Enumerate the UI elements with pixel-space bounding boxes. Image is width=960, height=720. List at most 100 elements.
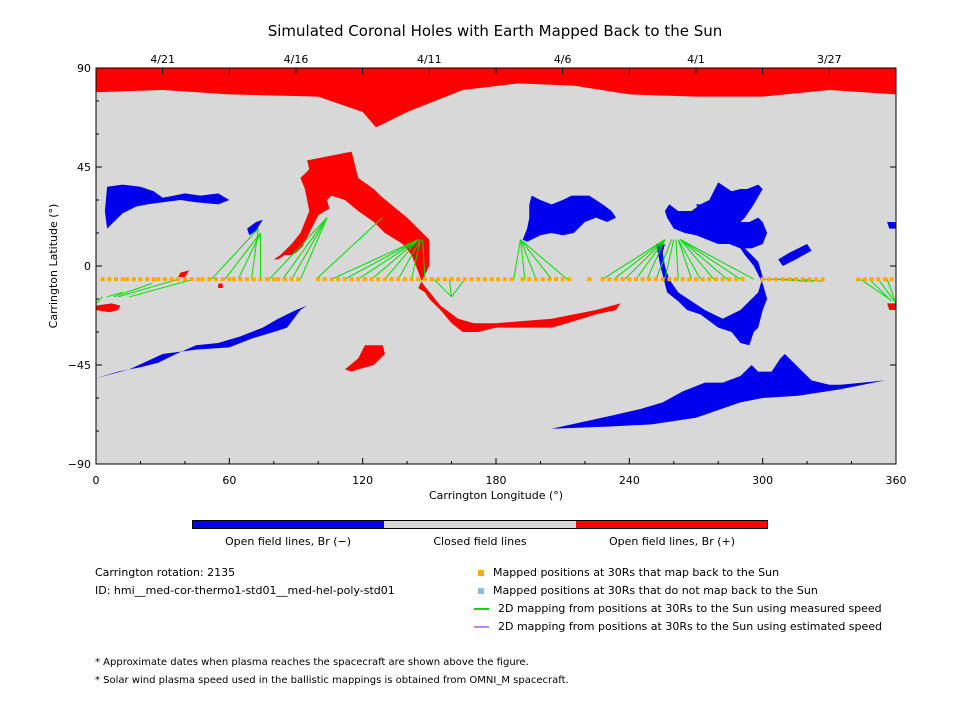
mapped-footpoint: [231, 277, 236, 282]
mapped-footpoint: [214, 277, 218, 282]
positive-coronal-hole: [96, 303, 121, 313]
legend-item-unmapped: Mapped positions at 30Rs that do not map…: [478, 584, 818, 597]
mapped-footpoint: [807, 277, 812, 282]
mapping-line: [224, 232, 261, 280]
mapped-footpoint: [587, 277, 592, 282]
chart-title: Simulated Coronal Holes with Earth Mappe…: [267, 22, 723, 40]
x-axis-label: Carrington Longitude (°): [429, 489, 563, 502]
mapped-footpoint: [502, 277, 507, 282]
mapping-line: [655, 239, 673, 280]
legend-label-estimated: 2D mapping from positions at 30Rs to the…: [498, 620, 883, 633]
mapped-footpoint: [774, 277, 778, 282]
legend-label-measured: 2D mapping from positions at 30Rs to the…: [498, 602, 882, 615]
legend-line-estimated: [474, 626, 489, 628]
mapped-footpoint: [100, 277, 105, 282]
mapped-footpoint: [794, 277, 798, 282]
mapping-line: [344, 239, 419, 280]
positive-coronal-hole: [178, 270, 190, 277]
mapped-footpoint: [342, 277, 347, 282]
mapping-line: [802, 278, 823, 282]
mapped-footpoint: [151, 277, 156, 282]
mapped-footpoint: [369, 277, 374, 282]
legend-item-mapped: Mapped positions at 30Rs that map back t…: [478, 566, 779, 579]
date-tick-label: 4/6: [554, 53, 572, 66]
positive-coronal-hole: [344, 345, 385, 372]
mapped-footpoint: [138, 277, 143, 282]
mapped-footpoint: [687, 277, 692, 282]
mapped-footpoint: [329, 277, 334, 282]
mapping-line: [331, 239, 419, 280]
mapped-footpoint: [567, 277, 572, 282]
mapped-footpoint: [207, 277, 212, 282]
mapped-footpoint: [680, 277, 685, 282]
mapped-footpoint: [720, 277, 725, 282]
mapping-line: [433, 278, 452, 298]
mapped-footpoint: [869, 277, 874, 282]
mapping-line: [282, 217, 328, 280]
mapped-footpoint: [674, 277, 678, 282]
mapped-footpoint: [271, 277, 276, 282]
mapped-footpoint: [220, 277, 225, 282]
mapped-footpoint: [362, 277, 367, 282]
mapping-line: [680, 239, 715, 280]
mapped-footpoint: [800, 277, 805, 282]
mapping-line: [371, 239, 419, 280]
mapped-footpoint: [476, 277, 481, 282]
mapping-line: [397, 239, 421, 280]
mapped-footpoint: [322, 277, 327, 282]
mapped-footpoint: [482, 277, 487, 282]
mapped-footpoint: [376, 277, 381, 282]
mapped-footpoint: [416, 277, 421, 282]
colorbar-label-closed: Closed field lines: [433, 535, 527, 548]
mapped-footpoint: [162, 277, 167, 282]
mapped-footpoint: [120, 277, 125, 282]
mapping-line: [680, 239, 755, 280]
x-tick-label: 0: [93, 474, 100, 487]
mapping-line: [680, 239, 741, 280]
date-tick-label: 4/11: [417, 53, 442, 66]
mapping-line: [868, 278, 892, 302]
mapping-line: [886, 279, 897, 304]
mapped-footpoint: [462, 277, 467, 282]
x-tick-label: 360: [886, 474, 907, 487]
mapping-line: [251, 228, 259, 280]
x-tick-label: 60: [222, 474, 236, 487]
mapping-line: [624, 239, 666, 280]
mapped-footpoint: [660, 277, 665, 282]
mapped-footpoint: [876, 277, 881, 282]
mapped-footpoint: [654, 277, 658, 282]
colorbar-negative: [192, 520, 384, 529]
mapped-footpoint: [707, 277, 712, 282]
footnote-speed: * Solar wind plasma speed used in the ba…: [95, 675, 569, 686]
mapped-footpoint: [780, 277, 785, 282]
mapping-line: [118, 278, 179, 298]
negative-coronal-hole: [656, 204, 768, 346]
colorbar-closed: [384, 520, 576, 529]
mapped-footpoint: [145, 277, 150, 282]
mapped-footpoint: [554, 277, 558, 282]
mapped-footpoint: [694, 277, 698, 282]
mapped-footpoint: [196, 277, 201, 282]
mapped-footpoint: [527, 277, 532, 282]
mapping-line: [680, 239, 728, 280]
date-tick-label: 4/1: [687, 53, 705, 66]
mapping-line: [664, 239, 675, 280]
mapped-footpoint: [409, 277, 414, 282]
mapped-footpoint: [396, 277, 401, 282]
mapping-line: [519, 239, 537, 280]
mapped-footpoint: [336, 277, 341, 282]
mapped-footpoint: [282, 277, 287, 282]
y-tick-label: 45: [77, 161, 91, 174]
mapping-line: [646, 239, 666, 280]
mapped-footpoint: [114, 277, 118, 282]
mapping-line: [106, 291, 123, 298]
mapped-footpoint: [169, 277, 174, 282]
mapped-footpoint: [520, 277, 525, 282]
legend-label-unmapped: Mapped positions at 30Rs that do not map…: [493, 584, 818, 597]
legend-line-measured: [474, 608, 489, 610]
mapping-line: [384, 239, 419, 280]
mapped-footpoint: [238, 277, 243, 282]
negative-coronal-hole: [778, 244, 812, 266]
negative-coronal-hole: [664, 182, 768, 249]
